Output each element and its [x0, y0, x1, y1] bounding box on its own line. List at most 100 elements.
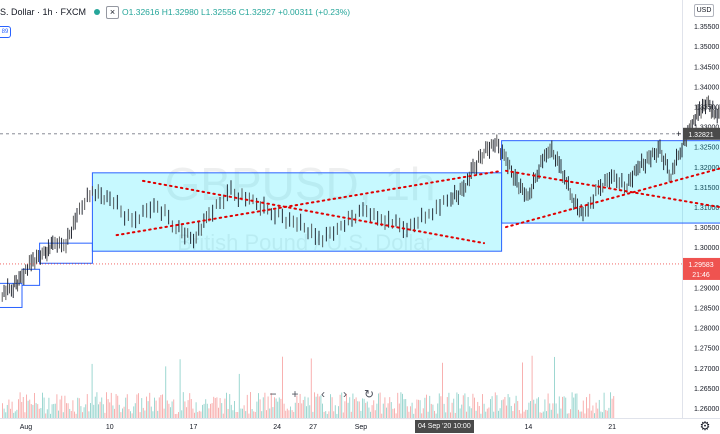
close-icon[interactable]: ×	[106, 5, 120, 19]
volume-bar	[74, 411, 75, 418]
volume-bar	[50, 413, 51, 418]
volume-bar	[254, 411, 256, 418]
volume-bar	[450, 412, 451, 418]
volume-bar	[598, 399, 600, 418]
volume-bar	[274, 397, 275, 418]
volume-bar	[587, 408, 589, 418]
volume-bar	[107, 399, 109, 418]
volume-bar	[458, 394, 459, 418]
volume-bar	[82, 412, 83, 418]
volume-bar	[22, 396, 24, 418]
volume-bar	[384, 397, 386, 418]
volume-bar	[118, 404, 120, 418]
symbol-title[interactable]: S. Dollar · 1h · FXCM	[0, 7, 87, 17]
zoom-in-icon[interactable]: +	[291, 387, 299, 401]
volume-bar	[301, 403, 303, 418]
scroll-left-icon[interactable]: ‹	[321, 387, 325, 401]
volume-bar	[427, 411, 429, 418]
volume-bar	[525, 409, 527, 418]
volume-bar	[290, 406, 291, 418]
volume-bar	[502, 399, 504, 418]
volume-bar	[578, 409, 579, 418]
volume-bar	[413, 413, 415, 418]
volume-bar	[405, 399, 407, 418]
volume-bar	[222, 413, 224, 418]
volume-bar	[266, 410, 267, 418]
volume-bar	[514, 403, 515, 418]
volume-bar	[128, 409, 130, 418]
volume-bar	[454, 412, 456, 418]
volume-bar	[398, 403, 400, 418]
volume-bar	[570, 409, 571, 418]
price-tick-label: 1.31000	[694, 205, 719, 212]
volume-bar	[85, 404, 87, 418]
volume-bar	[518, 410, 520, 418]
currency-button[interactable]: USD	[694, 4, 714, 17]
scroll-right-icon[interactable]: ›	[343, 387, 347, 401]
volume-bar	[275, 398, 277, 418]
volume-bar	[253, 411, 255, 418]
volume-bar	[90, 403, 91, 418]
volume-bar	[29, 399, 31, 418]
volume-bar	[466, 411, 467, 418]
volume-bar	[581, 411, 583, 418]
crosshair-price-box	[683, 127, 720, 140]
volume-bar	[440, 396, 442, 418]
volume-bar	[344, 401, 346, 418]
volume-bar	[146, 396, 147, 418]
volume-bar	[251, 409, 253, 418]
volume-bar	[317, 393, 319, 418]
volume-bar	[462, 395, 464, 418]
volume-bar	[400, 392, 402, 418]
volume-bar	[336, 413, 338, 418]
volume-bar	[235, 411, 237, 418]
volume-bar	[549, 403, 551, 418]
dotted-trend-line	[505, 167, 720, 229]
volume-bar	[248, 413, 250, 418]
price-tick-label: 1.35500	[694, 24, 719, 31]
time-tick-label: 27	[309, 424, 317, 431]
volume-bar	[419, 400, 421, 418]
volume-bar	[163, 408, 165, 418]
volume-bar	[608, 407, 610, 418]
volume-bar	[208, 408, 210, 418]
volume-bar	[354, 399, 355, 418]
volume-bar	[250, 392, 251, 418]
volume-bar	[306, 406, 307, 418]
volume-bar	[461, 404, 463, 418]
reset-icon[interactable]: ↻	[363, 387, 375, 401]
volume-bar	[66, 403, 67, 418]
volume-bar	[34, 392, 35, 418]
side-tag[interactable]: 89	[0, 26, 11, 38]
volume-bar	[77, 397, 79, 418]
zoom-out-icon[interactable]: −	[269, 387, 277, 401]
volume-bar	[490, 399, 491, 418]
countdown-label: 21:46	[692, 272, 710, 279]
volume-bar	[200, 411, 202, 418]
volume-bar	[125, 397, 127, 418]
volume-bar	[493, 411, 495, 418]
volume-bar	[296, 395, 298, 418]
volume-bar	[120, 412, 122, 418]
volume-bars	[2, 355, 615, 418]
volume-bar	[602, 412, 603, 418]
volume-bar	[192, 408, 194, 418]
volume-bar	[576, 393, 578, 418]
volume-bar	[18, 399, 19, 418]
volume-bar	[558, 396, 560, 418]
volume-bar	[376, 403, 378, 418]
volume-bar	[203, 403, 205, 418]
volume-bar	[147, 401, 149, 418]
volume-bar	[186, 407, 187, 418]
volume-bar	[530, 401, 531, 418]
volume-bar	[234, 401, 235, 418]
volume-bar	[366, 401, 368, 418]
volume-bar	[189, 393, 191, 418]
price-tick-label: 1.34000	[694, 84, 719, 91]
volume-bar	[267, 396, 269, 418]
volume-bar	[594, 413, 595, 418]
volume-bar	[162, 394, 163, 418]
volume-bar	[496, 395, 498, 418]
gear-icon[interactable]: ⚙	[699, 419, 711, 433]
